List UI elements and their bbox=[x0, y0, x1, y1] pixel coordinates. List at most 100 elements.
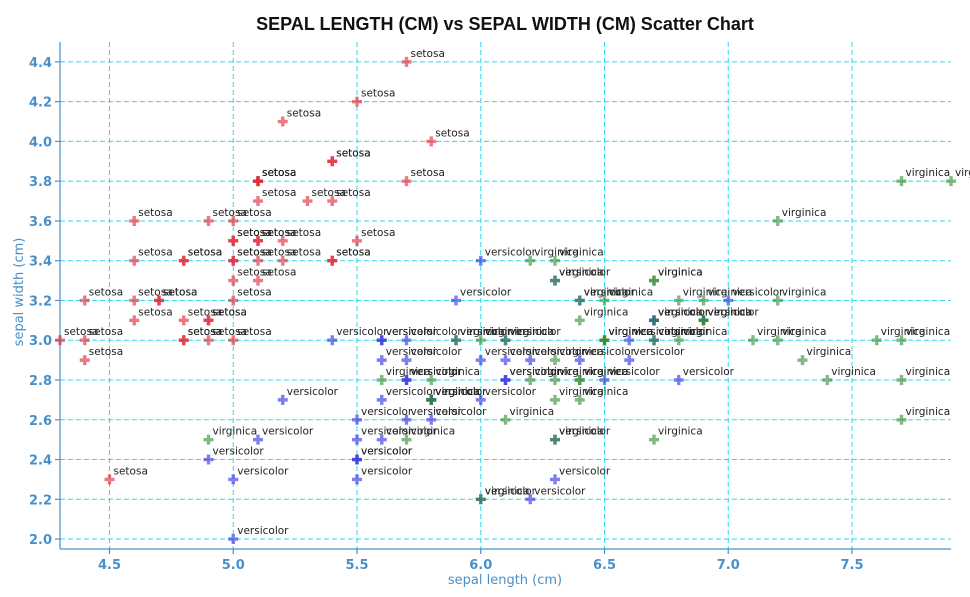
scatter-point-setosa: setosa bbox=[252, 227, 296, 246]
chart-title: SEPAL LENGTH (CM) vs SEPAL WIDTH (CM) Sc… bbox=[256, 14, 754, 34]
scatter-point-versicolor: versicolor bbox=[352, 465, 413, 485]
y-tick-label: 3.0 bbox=[29, 334, 52, 349]
scatter-point-virginica: virginica bbox=[401, 426, 456, 445]
scatter-point-versicolor: versicolor bbox=[401, 406, 462, 425]
x-axis-label: sepal length (cm) bbox=[448, 573, 562, 588]
scatter-point-setosa: setosa bbox=[401, 48, 445, 67]
point-label: setosa bbox=[312, 187, 346, 199]
cross-marker bbox=[946, 176, 956, 187]
point-label: setosa bbox=[336, 147, 370, 159]
point-label: versicolor bbox=[361, 446, 413, 458]
point-label: versicolor bbox=[361, 446, 413, 458]
cross-marker bbox=[55, 335, 65, 346]
scatter-point-virginica: virginica bbox=[203, 426, 257, 445]
point-label: versicolor bbox=[386, 326, 438, 338]
cross-marker bbox=[352, 454, 362, 465]
point-label: setosa bbox=[213, 306, 247, 318]
scatter-point-setosa: setosa bbox=[79, 326, 123, 346]
x-tick-label: 7.5 bbox=[840, 558, 863, 573]
point-label: setosa bbox=[237, 227, 271, 239]
point-label: virginica bbox=[386, 366, 431, 378]
scatter-point-virginica: virginica bbox=[649, 426, 703, 445]
x-tick-label: 5.0 bbox=[222, 558, 245, 573]
cross-marker bbox=[822, 375, 833, 385]
point-label: versicolor bbox=[510, 366, 562, 378]
x-tick-label: 4.5 bbox=[98, 558, 121, 573]
scatter-point-versicolor: versicolor bbox=[376, 326, 438, 346]
point-label: virginica bbox=[658, 426, 703, 438]
point-label: virginica bbox=[757, 326, 802, 338]
cross-marker bbox=[698, 295, 709, 306]
point-label: virginica bbox=[658, 267, 703, 279]
cross-marker bbox=[525, 355, 536, 366]
scatter-point-versicolor: versicolor bbox=[451, 286, 512, 306]
scatter-point-virginica: virginica bbox=[550, 366, 604, 385]
scatter-point-versicolor: versicolor bbox=[426, 406, 487, 425]
point-label: versicolor bbox=[361, 406, 413, 418]
cross-marker bbox=[277, 235, 288, 246]
scatter-point-versicolor: versicolor bbox=[574, 346, 636, 366]
point-label: virginica bbox=[807, 346, 852, 358]
x-tick-label: 6.5 bbox=[593, 558, 616, 573]
cross-marker bbox=[401, 434, 412, 445]
cross-marker bbox=[228, 335, 239, 346]
cross-marker bbox=[352, 474, 362, 485]
point-label: setosa bbox=[237, 227, 271, 239]
scatter-point-versicolor: versicolor bbox=[228, 465, 289, 485]
y-axis-label: sepal width (cm) bbox=[12, 238, 27, 347]
point-label: virginica bbox=[510, 406, 555, 418]
scatter-point-virginica: virginica bbox=[475, 326, 529, 346]
point-label: setosa bbox=[188, 306, 222, 318]
cross-marker bbox=[228, 295, 239, 306]
data-points: setosasetosasetosasetosasetosasetosaseto… bbox=[55, 48, 970, 545]
point-label: setosa bbox=[138, 286, 172, 298]
cross-marker bbox=[475, 255, 486, 266]
cross-marker bbox=[426, 136, 437, 147]
cross-marker bbox=[302, 196, 313, 207]
point-label: setosa bbox=[213, 207, 247, 219]
scatter-point-versicolor: versicolor bbox=[550, 465, 611, 485]
cross-marker bbox=[451, 335, 461, 346]
cross-marker bbox=[129, 315, 140, 326]
scatter-point-setosa: setosa bbox=[178, 306, 222, 326]
point-label: virginica bbox=[559, 366, 604, 378]
scatter-point-virginica: virginica bbox=[599, 326, 653, 346]
cross-marker bbox=[228, 275, 239, 286]
point-label: setosa bbox=[138, 306, 172, 318]
scatter-point-setosa: setosa bbox=[154, 286, 197, 306]
point-label: virginica bbox=[906, 366, 951, 378]
scatter-point-virginica: virginica bbox=[574, 366, 628, 385]
cross-marker bbox=[376, 355, 387, 366]
cross-marker bbox=[252, 196, 263, 207]
point-label: setosa bbox=[435, 127, 469, 139]
point-label: setosa bbox=[237, 247, 271, 259]
point-label: versicolor bbox=[708, 306, 760, 318]
point-label: virginica bbox=[559, 386, 604, 398]
scatter-point-versicolor: versicolor bbox=[599, 366, 660, 385]
scatter-point-setosa: setosa bbox=[228, 227, 272, 246]
point-label: setosa bbox=[336, 247, 370, 259]
cross-marker bbox=[252, 176, 263, 187]
point-label: versicolor bbox=[534, 485, 586, 497]
cross-marker bbox=[401, 414, 412, 425]
y-tick-label: 4.2 bbox=[29, 96, 52, 111]
scatter-point-versicolor: versicolor bbox=[327, 326, 388, 346]
cross-marker bbox=[550, 434, 560, 445]
cross-marker bbox=[178, 255, 189, 266]
cross-marker bbox=[896, 335, 907, 346]
point-label: virginica bbox=[411, 426, 456, 438]
point-label: versicolor bbox=[485, 386, 537, 398]
point-label: versicolor bbox=[658, 306, 710, 318]
x-tick-label: 6.0 bbox=[469, 558, 492, 573]
point-label: versicolor bbox=[485, 485, 537, 497]
cross-marker bbox=[723, 295, 734, 306]
point-label: setosa bbox=[237, 247, 271, 259]
cross-marker bbox=[376, 394, 387, 405]
cross-marker bbox=[574, 375, 585, 385]
point-label: versicolor bbox=[534, 346, 586, 358]
cross-marker bbox=[550, 275, 560, 286]
scatter-point-setosa: setosa bbox=[129, 247, 173, 266]
scatter-point-virginica: virginica bbox=[772, 207, 826, 226]
cross-marker bbox=[896, 176, 907, 187]
point-label: virginica bbox=[510, 326, 555, 338]
